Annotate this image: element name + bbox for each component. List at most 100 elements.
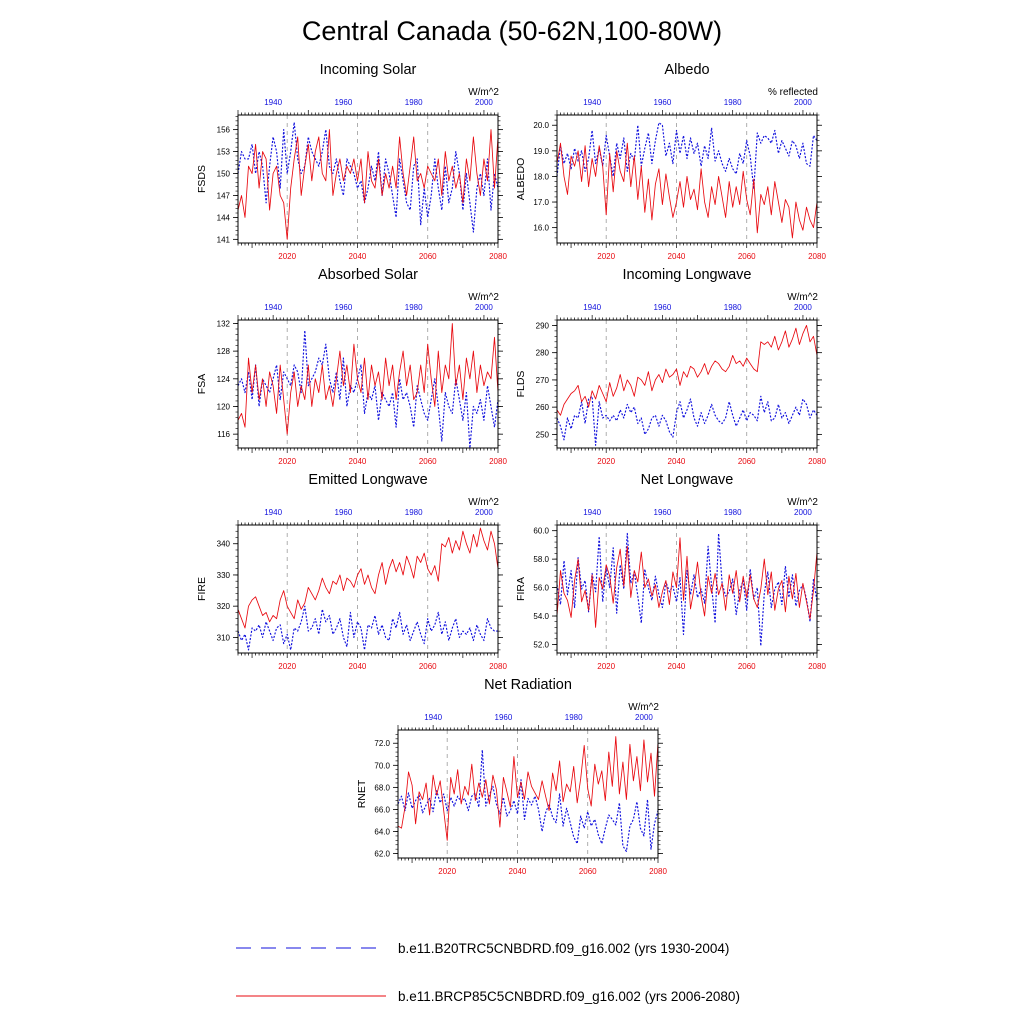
fsa-xlabel-top-1940: 1940: [264, 303, 282, 312]
fsds-title: Incoming Solar: [320, 62, 417, 78]
rnet-ylabel-tick: 70.0: [374, 761, 390, 770]
fire-series-hist: [237, 605, 498, 651]
fira-xlabel-bottom-2020: 2020: [597, 662, 615, 671]
fire-title: Emitted Longwave: [308, 472, 427, 488]
flds-xlabel-bottom-2060: 2060: [738, 457, 756, 466]
fsds-series-hist: [237, 121, 499, 233]
albedo-xlabel-top-1960: 1960: [654, 98, 672, 107]
albedo-xlabel-top-2000: 2000: [794, 98, 812, 107]
rnet-ylabel-tick: 62.0: [374, 850, 390, 859]
albedo-ylabel-tick: 18.0: [533, 172, 549, 181]
fsds-xlabel-bottom-2040: 2040: [349, 252, 367, 261]
fire-series-proj: [237, 527, 499, 629]
fsds-ylabel-tick: 150: [217, 170, 231, 179]
fsa-units: W/m^2: [468, 292, 499, 303]
flds-ylabel-tick: 280: [536, 349, 550, 358]
fira-ylabel-tick: 54.0: [533, 612, 549, 621]
flds-ylabel-tick: 260: [536, 403, 550, 412]
flds-xlabel-top-1940: 1940: [583, 303, 601, 312]
fsa-xlabel-top-1980: 1980: [405, 303, 423, 312]
albedo-ylabel-tick: 19.0: [533, 147, 549, 156]
fsa-ylabel-tick: 120: [217, 402, 231, 411]
flds-xlabel-bottom-2080: 2080: [808, 457, 826, 466]
fsds-units: W/m^2: [468, 87, 499, 98]
fsa-ylabel-tick: 116: [217, 430, 230, 439]
albedo-xlabel-top-1940: 1940: [583, 98, 601, 107]
fsa-ylabel-tick: 132: [217, 319, 231, 328]
rnet-ylabel-tick: 72.0: [374, 739, 390, 748]
fira-ylabel-tick: 58.0: [533, 555, 549, 564]
fsds-xlabel-bottom-2020: 2020: [278, 252, 296, 261]
fira-xlabel-top-1980: 1980: [724, 508, 742, 517]
rnet-xlabel-bottom-2040: 2040: [509, 867, 527, 876]
fsa-frame: [237, 319, 499, 449]
fira-ylabel-tick: 56.0: [533, 584, 549, 593]
fira-panel: Net Longwave W/m^2 FIRA 2020 2040 2060 2080 194…: [515, 472, 826, 671]
albedo-xlabel-bottom-2040: 2040: [668, 252, 686, 261]
fsa-ylabel-tick: 124: [217, 375, 231, 384]
fire-xlabel-top-2000: 2000: [475, 508, 493, 517]
fsds-xlabel-top-2000: 2000: [475, 98, 493, 107]
flds-ylabel-tick: 290: [536, 321, 550, 330]
fsa-series-proj: [237, 323, 499, 435]
fira-title: Net Longwave: [641, 472, 734, 488]
fsa-ylabel-tick: 128: [217, 347, 231, 356]
fire-xlabel-bottom-2060: 2060: [419, 662, 437, 671]
fira-xlabel-bottom-2040: 2040: [668, 662, 686, 671]
rnet-series-hist: [397, 749, 659, 852]
fira-xlabel-bottom-2060: 2060: [738, 662, 756, 671]
rnet-xlabel-bottom-2020: 2020: [438, 867, 456, 876]
fira-ylabel-tick: 60.0: [533, 527, 549, 536]
fsds-ylabel-tick: 144: [217, 213, 231, 222]
albedo-panel: Albedo % reflected ALBEDO 2020 2040 2060 2080 1…: [515, 62, 826, 261]
legend: b.e11.B20TRC5CNBDRD.f09_g16.002 (yrs 193…: [236, 941, 740, 1004]
albedo-units: % reflected: [768, 87, 818, 98]
fsa-title: Absorbed Solar: [318, 267, 418, 283]
rnet-units: W/m^2: [628, 702, 659, 713]
fire-panel: Emitted Longwave W/m^2 FIRE 2020 2040 2060 208…: [196, 472, 507, 671]
flds-xlabel-top-1960: 1960: [654, 303, 672, 312]
fsds-xlabel-bottom-2080: 2080: [489, 252, 507, 261]
rnet-ylabel-tick: 68.0: [374, 783, 390, 792]
fire-xlabel-bottom-2020: 2020: [278, 662, 296, 671]
flds-xlabel-top-2000: 2000: [794, 303, 812, 312]
fsds-frame: [237, 114, 499, 244]
rnet-xlabel-bottom-2080: 2080: [649, 867, 667, 876]
fira-ylabel: FIRA: [515, 577, 527, 601]
albedo-ylabel-tick: 16.0: [533, 224, 549, 233]
fsds-ylabel-tick: 141: [217, 235, 231, 244]
fire-ylabel: FIRE: [196, 577, 208, 601]
flds-ylabel-tick: 250: [536, 430, 550, 439]
fsa-xlabel-bottom-2040: 2040: [349, 457, 367, 466]
fsds-xlabel-bottom-2060: 2060: [419, 252, 437, 261]
fsa-panel: Absorbed Solar W/m^2 FSA 2020 2040 2060 2080 19…: [196, 267, 507, 466]
flds-series-hist: [556, 395, 818, 446]
fire-xlabel-bottom-2080: 2080: [489, 662, 507, 671]
flds-units: W/m^2: [787, 292, 818, 303]
fira-xlabel-top-1940: 1940: [583, 508, 601, 517]
fira-ylabel-tick: 52.0: [533, 640, 549, 649]
fira-series-proj: [556, 537, 818, 628]
albedo-xlabel-bottom-2020: 2020: [597, 252, 615, 261]
fire-xlabel-top-1940: 1940: [264, 508, 282, 517]
flds-xlabel-top-1980: 1980: [724, 303, 742, 312]
flds-series-proj: [556, 324, 818, 416]
fsa-series-hist: [237, 329, 499, 449]
fsa-xlabel-top-1960: 1960: [335, 303, 353, 312]
fsa-xlabel-top-2000: 2000: [475, 303, 493, 312]
rnet-xlabel-top-1980: 1980: [565, 713, 583, 722]
legend-proj-label: b.e11.BRCP85C5CNBDRD.f09_g16.002 (yrs 20…: [398, 989, 740, 1004]
rnet-xlabel-top-1940: 1940: [424, 713, 442, 722]
flds-panel: Incoming Longwave W/m^2 FLDS 2020 2040 2060 20…: [515, 267, 826, 466]
flds-title: Incoming Longwave: [623, 267, 752, 283]
albedo-ylabel: ALBEDO: [515, 158, 527, 201]
fire-units: W/m^2: [468, 497, 499, 508]
fire-ylabel-tick: 310: [217, 633, 231, 642]
rnet-title: Net Radiation: [484, 677, 572, 693]
fira-series-hist: [556, 532, 818, 647]
flds-ylabel-tick: 270: [536, 376, 550, 385]
fire-xlabel-top-1960: 1960: [335, 508, 353, 517]
albedo-xlabel-bottom-2060: 2060: [738, 252, 756, 261]
fira-xlabel-bottom-2080: 2080: [808, 662, 826, 671]
